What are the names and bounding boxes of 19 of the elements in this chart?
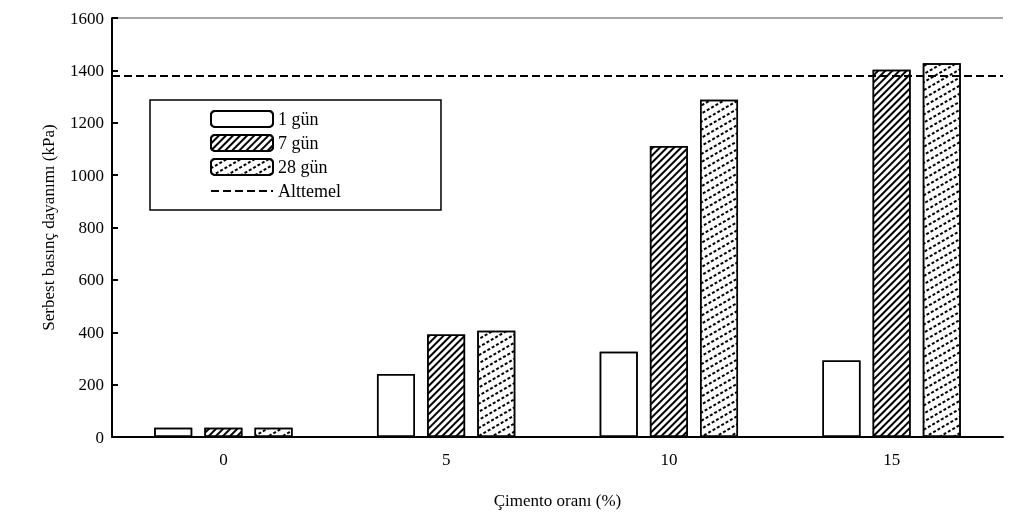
- legend-label: Alttemel: [278, 181, 341, 201]
- y-tick-label: 1400: [70, 60, 104, 80]
- y-axis-title: Serbest basınç dayanımı (kPa): [39, 124, 58, 331]
- y-tick-label: 600: [78, 270, 104, 290]
- x-tick-label: 10: [660, 450, 678, 469]
- y-tick-label: 200: [78, 375, 104, 395]
- y-tick-label: 1000: [70, 165, 104, 185]
- legend-label: 28 gün: [278, 157, 328, 177]
- y-tick-label: 1600: [70, 8, 104, 28]
- y-tick-label: 400: [78, 322, 104, 342]
- x-axis-title: Çimento oranı (%): [493, 491, 622, 510]
- y-tick-label: 0: [95, 427, 104, 447]
- x-tick-label: 15: [883, 450, 901, 469]
- y-tick-label: 800: [78, 218, 104, 237]
- y-tick-label: 1200: [70, 113, 104, 133]
- legend-label: 7 gün: [278, 133, 319, 153]
- x-tick-label: 0: [219, 450, 228, 469]
- x-tick-label: 5: [441, 450, 451, 469]
- legend-label: 1 gün: [278, 109, 319, 129]
